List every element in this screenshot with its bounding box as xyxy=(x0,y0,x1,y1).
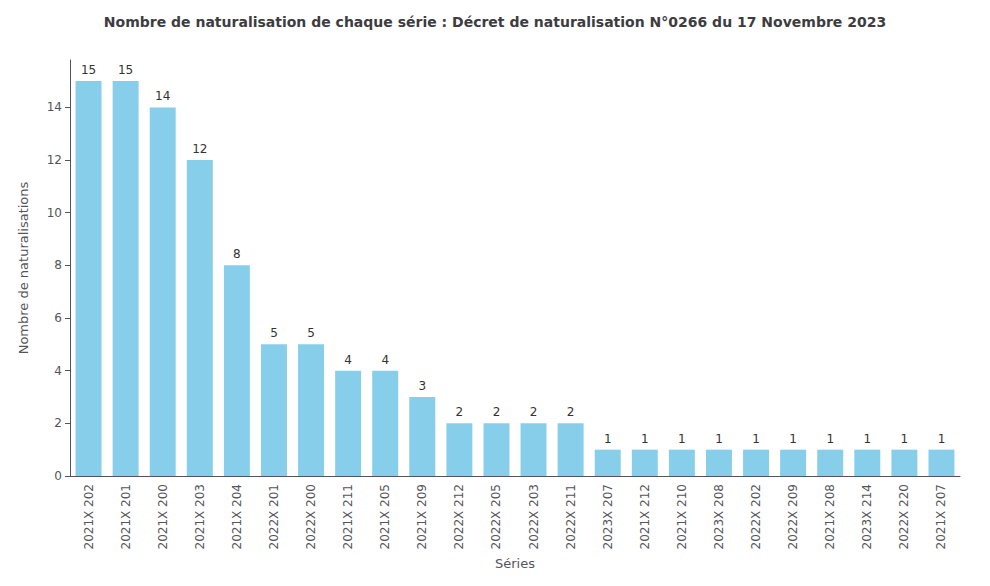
svg-text:2022X 211: 2022X 211 xyxy=(564,484,578,549)
svg-text:12: 12 xyxy=(47,153,62,167)
svg-text:2021X 209: 2021X 209 xyxy=(415,484,429,549)
svg-text:1: 1 xyxy=(641,432,649,446)
svg-text:1: 1 xyxy=(678,432,686,446)
svg-text:2: 2 xyxy=(493,405,501,419)
svg-text:2022X 220: 2022X 220 xyxy=(897,484,911,549)
svg-text:2023X 208: 2023X 208 xyxy=(712,484,726,549)
svg-text:2023X 207: 2023X 207 xyxy=(601,484,615,549)
svg-text:1: 1 xyxy=(752,432,760,446)
svg-text:0: 0 xyxy=(54,469,62,483)
svg-text:4: 4 xyxy=(381,353,389,367)
svg-text:1: 1 xyxy=(826,432,834,446)
svg-text:8: 8 xyxy=(233,247,241,261)
svg-text:2021X 207: 2021X 207 xyxy=(934,484,948,549)
svg-text:Nombre de naturalisation de ch: Nombre de naturalisation de chaque série… xyxy=(104,14,886,30)
svg-text:2021X 200: 2021X 200 xyxy=(156,484,170,549)
svg-text:1: 1 xyxy=(863,432,871,446)
svg-text:15: 15 xyxy=(118,63,133,77)
svg-text:1: 1 xyxy=(938,432,946,446)
svg-text:14: 14 xyxy=(47,100,62,114)
svg-text:2: 2 xyxy=(530,405,538,419)
svg-text:10: 10 xyxy=(47,206,62,220)
svg-text:2022X 212: 2022X 212 xyxy=(452,484,466,549)
svg-text:2: 2 xyxy=(456,405,464,419)
svg-text:2022X 203: 2022X 203 xyxy=(527,484,541,549)
svg-text:2023X 214: 2023X 214 xyxy=(860,484,874,549)
svg-text:6: 6 xyxy=(54,311,62,325)
svg-text:12: 12 xyxy=(192,142,207,156)
svg-text:4: 4 xyxy=(54,364,62,378)
svg-text:1: 1 xyxy=(901,432,909,446)
svg-text:14: 14 xyxy=(155,89,170,103)
svg-text:1: 1 xyxy=(789,432,797,446)
svg-text:3: 3 xyxy=(418,379,426,393)
svg-text:5: 5 xyxy=(270,326,278,340)
svg-text:2021X 201: 2021X 201 xyxy=(119,484,133,549)
svg-text:2: 2 xyxy=(567,405,575,419)
svg-text:1: 1 xyxy=(604,432,612,446)
svg-text:2: 2 xyxy=(54,416,62,430)
svg-text:2021X 204: 2021X 204 xyxy=(230,484,244,549)
svg-text:4: 4 xyxy=(344,353,352,367)
svg-text:2021X 205: 2021X 205 xyxy=(378,484,392,549)
svg-text:2021X 212: 2021X 212 xyxy=(638,484,652,549)
svg-text:2021X 210: 2021X 210 xyxy=(675,484,689,549)
svg-text:2022X 209: 2022X 209 xyxy=(786,484,800,549)
svg-text:2021X 211: 2021X 211 xyxy=(341,484,355,549)
svg-text:1: 1 xyxy=(715,432,723,446)
svg-text:15: 15 xyxy=(81,63,96,77)
svg-text:Nombre de naturalisations: Nombre de naturalisations xyxy=(16,181,31,354)
svg-text:2022X 200: 2022X 200 xyxy=(304,484,318,549)
svg-text:2022X 205: 2022X 205 xyxy=(489,484,503,549)
svg-text:Séries: Séries xyxy=(495,556,535,571)
svg-text:8: 8 xyxy=(54,258,62,272)
svg-text:5: 5 xyxy=(307,326,315,340)
svg-text:2022X 202: 2022X 202 xyxy=(749,484,763,549)
svg-text:2021X 208: 2021X 208 xyxy=(823,484,837,549)
svg-text:2021X 203: 2021X 203 xyxy=(193,484,207,549)
svg-text:2021X 202: 2021X 202 xyxy=(82,484,96,549)
svg-text:2022X 201: 2022X 201 xyxy=(267,484,281,549)
